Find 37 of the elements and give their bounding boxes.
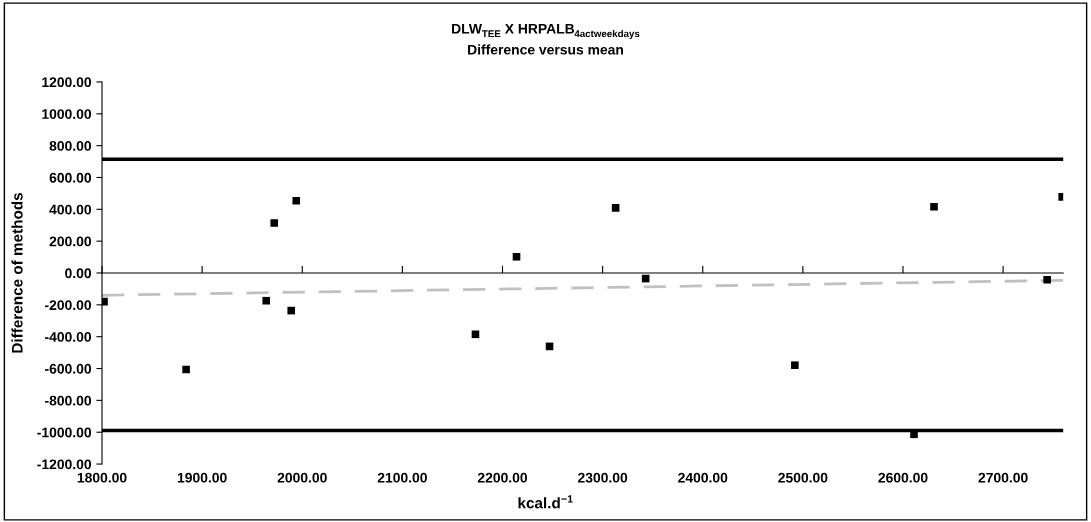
point — [471, 330, 480, 339]
x-tick-label: 2400.00 — [678, 472, 728, 483]
y-tick-label: 1200.00 — [42, 77, 92, 88]
x-tick-label: 2600.00 — [878, 472, 928, 483]
point — [930, 202, 938, 211]
point — [611, 204, 620, 212]
x-tick-label: 1800.00 — [77, 472, 127, 483]
y-tick-label: -400.00 — [45, 332, 92, 342]
y-tick-label: -1000.00 — [37, 427, 92, 438]
x-tick-label: 2000.00 — [277, 472, 327, 483]
y-axis-title: Difference of methods — [11, 192, 23, 353]
point — [292, 196, 301, 205]
y-tick-label: 400.00 — [49, 204, 92, 215]
chart-subtitle: Difference versus mean — [468, 44, 623, 55]
y-tick-label: -800.00 — [45, 395, 92, 406]
y-tick-label: 0.00 — [65, 268, 92, 279]
y-tick-label: 600.00 — [49, 172, 92, 183]
y-tick-label: 800.00 — [49, 140, 92, 151]
x-tick-label: 2700.00 — [978, 472, 1028, 483]
point — [512, 252, 521, 261]
y-tick-label: 200.00 — [49, 236, 92, 247]
x-tick-label: 2100.00 — [377, 472, 427, 483]
point — [182, 365, 190, 374]
x-tick-label: 2200.00 — [477, 472, 528, 483]
point — [791, 361, 799, 369]
y-tick-label: -200.00 — [45, 300, 92, 311]
x-tick-label: 2500.00 — [778, 472, 828, 483]
point — [287, 306, 296, 315]
x-tick-label: 2300.00 — [578, 472, 628, 483]
y-tick-label: 1000.00 — [42, 109, 92, 119]
point — [262, 296, 271, 305]
point — [270, 219, 279, 227]
x-axis-title: kcal.d$^{−1}$ — [518, 495, 573, 509]
point — [1043, 275, 1051, 284]
y-tick-label: -1200.00 — [37, 459, 92, 470]
x-tick-label: 1900.00 — [177, 472, 227, 483]
y-tick-label: -600.00 — [45, 363, 92, 374]
